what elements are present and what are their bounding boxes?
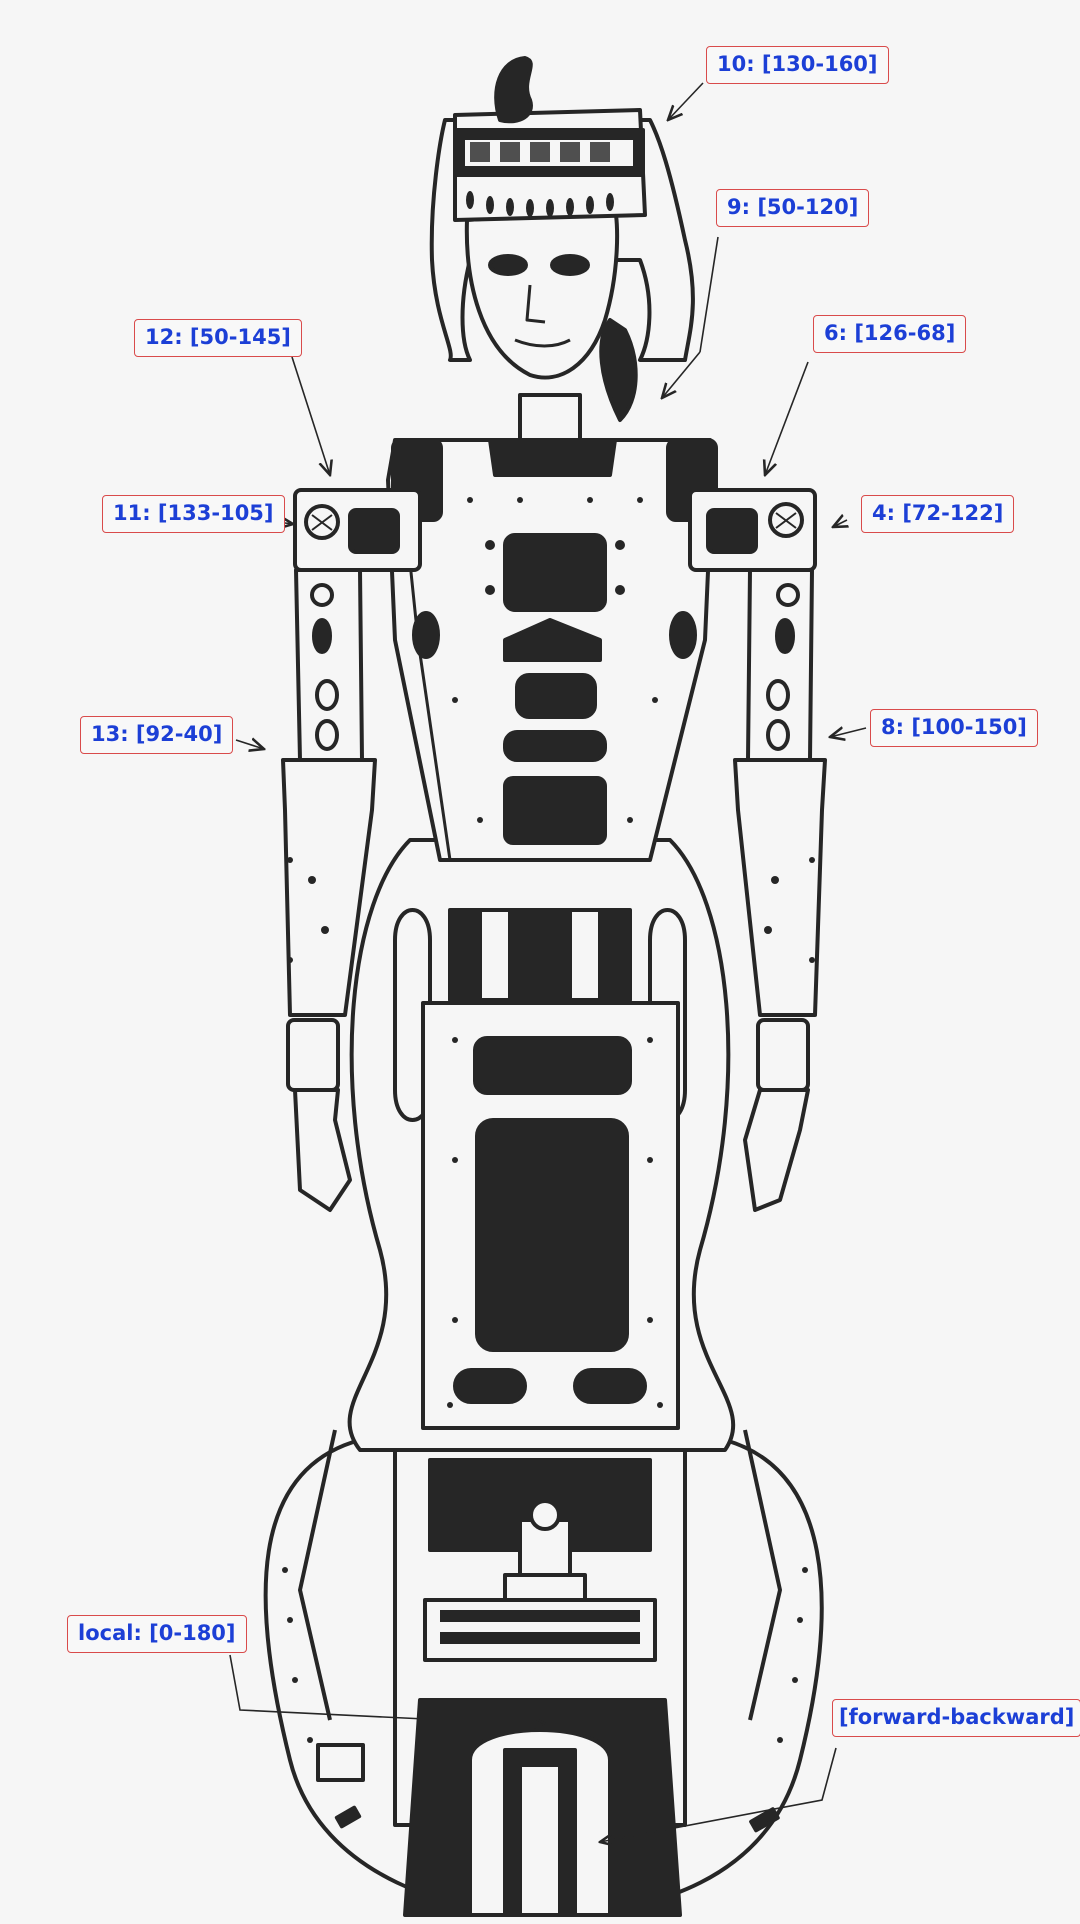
joint-4-label: 4: [72-122] [861, 495, 1015, 533]
base-motion-label: [forward-backward] [832, 1699, 1080, 1737]
annotation-leaders [229, 82, 867, 1842]
joint-13-label: 13: [92-40] [80, 716, 234, 754]
joint-8-label: 8: [100-150] [870, 709, 1038, 747]
chest-plate [386, 438, 714, 862]
joint-6-label: 6: [126-68] [813, 315, 967, 353]
joint-12-label: 12: [50-145] [134, 319, 302, 357]
right-shoulder [666, 438, 817, 572]
joint-11-label: 11: [133-105] [102, 495, 285, 533]
joint-9-label: 9: [50-120] [716, 189, 870, 227]
joint-10-label: 10: [130-160] [706, 46, 889, 84]
left-arm [281, 568, 377, 1212]
local-rotation-label: local: [0-180] [67, 1615, 247, 1653]
mobile-base [263, 1429, 824, 1917]
head [429, 56, 695, 477]
right-arm [733, 568, 827, 1212]
left-shoulder [293, 438, 443, 572]
torso-column [347, 838, 736, 1452]
